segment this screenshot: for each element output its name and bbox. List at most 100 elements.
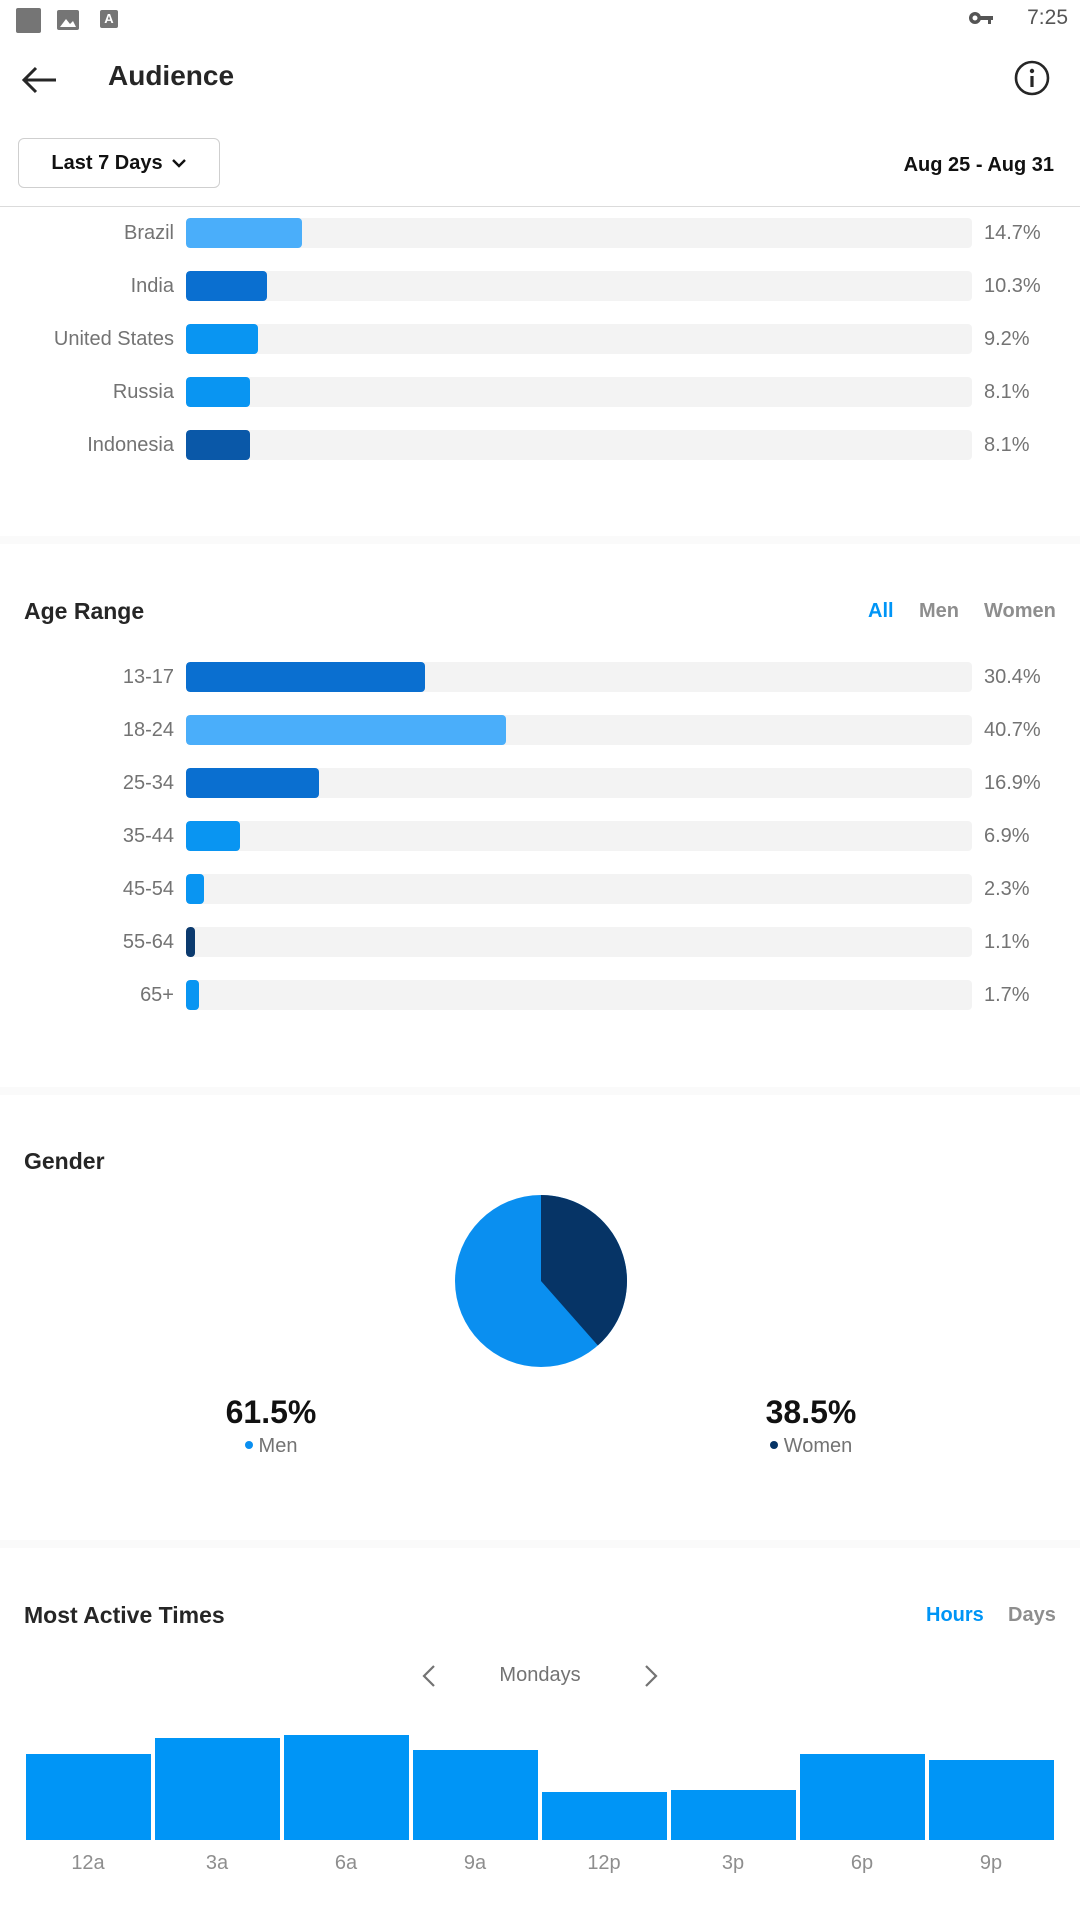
age-range-bar-track	[186, 662, 972, 692]
age-range-row: 18-24 40.7%	[0, 715, 1080, 745]
image-icon	[57, 10, 79, 30]
vpn-key-icon	[969, 12, 993, 24]
women-dot-icon	[769, 1440, 778, 1449]
age-range-bar-track	[186, 874, 972, 904]
gender-men-value: 61.5%	[225, 1394, 317, 1430]
gender-men-label: Men	[258, 1435, 298, 1457]
hour-label: 12p	[587, 1852, 621, 1874]
hour-bar	[929, 1759, 1054, 1840]
location-bar-track	[186, 430, 972, 460]
location-value: 8.1%	[984, 381, 1030, 403]
clock: 7:25	[1027, 6, 1068, 29]
age-range-row: 13-17 30.4%	[0, 662, 1080, 692]
age-range-bar-fill	[186, 662, 425, 692]
gender-women-value: 38.5%	[765, 1394, 857, 1430]
hour-bar	[542, 1791, 667, 1840]
back-arrow-icon[interactable]	[18, 60, 62, 100]
day-selector-label: Mondays	[499, 1664, 581, 1686]
location-label: United States	[53, 328, 174, 350]
active-toggle-days[interactable]: Days	[1008, 1604, 1056, 1626]
location-value: 8.1%	[984, 434, 1030, 456]
age-range-value: 6.9%	[984, 825, 1030, 847]
hour-label: 3a	[205, 1852, 229, 1874]
hour-label: 3p	[721, 1852, 745, 1874]
location-value: 10.3%	[984, 275, 1041, 297]
location-bar-track	[186, 218, 972, 248]
age-toggle-men[interactable]: Men	[919, 600, 959, 622]
age-range-label: 65+	[140, 984, 174, 1006]
hour-label: 9a	[463, 1852, 487, 1874]
info-icon[interactable]	[1012, 58, 1052, 98]
divider	[0, 206, 1080, 207]
hour-label: 12a	[71, 1852, 105, 1874]
age-range-row: 35-44 6.9%	[0, 821, 1080, 851]
gender-title: Gender	[24, 1148, 105, 1174]
age-range-bar-track	[186, 927, 972, 957]
hour-bar	[800, 1753, 925, 1840]
pie-slice-women	[541, 1195, 627, 1346]
text-app-icon: A	[100, 10, 118, 28]
page-title: Audience	[108, 60, 235, 91]
hour-label: 9p	[979, 1852, 1003, 1874]
hour-bar	[26, 1753, 151, 1840]
active-toggle-hours[interactable]: Hours	[926, 1604, 984, 1626]
age-range-label: 45-54	[122, 878, 174, 900]
age-range-row: 45-54 2.3%	[0, 874, 1080, 904]
location-bar-fill	[186, 218, 302, 248]
age-range-bar-track	[186, 980, 972, 1010]
age-range-row: 65+ 1.7%	[0, 980, 1080, 1010]
age-range-bar-track	[186, 821, 972, 851]
age-range-bar-track	[186, 768, 972, 798]
age-range-label: 18-24	[122, 719, 174, 741]
date-range-dropdown-label: Last 7 Days	[51, 151, 163, 174]
active-times-title: Most Active Times	[24, 1602, 225, 1628]
app-header: Audience	[0, 40, 1080, 120]
location-bar-track	[186, 271, 972, 301]
age-range-bar-fill	[186, 715, 506, 745]
age-range-value: 40.7%	[984, 719, 1041, 741]
chevron-right-icon[interactable]	[636, 1658, 666, 1694]
hour-label: 6a	[334, 1852, 358, 1874]
age-range-bar-fill	[186, 874, 205, 904]
age-range-label: 35-44	[122, 825, 174, 847]
location-bar-fill	[186, 377, 250, 407]
chevron-down-icon	[171, 159, 186, 168]
location-row: Brazil 14.7%	[0, 218, 1080, 248]
age-range-value: 1.1%	[984, 931, 1030, 953]
gender-pie-chart	[455, 1195, 627, 1367]
location-row: India 10.3%	[0, 271, 1080, 301]
age-toggle-all[interactable]: All	[868, 600, 894, 622]
location-row: Indonesia 8.1%	[0, 430, 1080, 460]
gender-women-label: Women	[783, 1435, 853, 1457]
age-range-bar-fill	[186, 768, 319, 798]
date-range-dropdown[interactable]: Last 7 Days	[18, 138, 220, 188]
age-range-value: 16.9%	[984, 772, 1041, 794]
location-label: India	[130, 275, 174, 297]
location-bar-fill	[186, 430, 250, 460]
gender-women-stat: 38.5% Women	[711, 1394, 911, 1458]
hour-bar	[413, 1749, 538, 1840]
gender-men-legend: Men	[171, 1435, 371, 1458]
location-label: Russia	[112, 381, 174, 403]
age-range-bar-fill	[186, 927, 195, 957]
date-range-text: Aug 25 - Aug 31	[903, 154, 1054, 176]
chevron-left-icon[interactable]	[414, 1658, 444, 1694]
location-label: Brazil	[123, 222, 174, 244]
age-toggle-women[interactable]: Women	[984, 600, 1056, 622]
age-range-title: Age Range	[24, 598, 145, 624]
age-range-value: 30.4%	[984, 666, 1041, 688]
location-label: Indonesia	[87, 434, 174, 456]
age-range-bar-track	[186, 715, 972, 745]
gender-men-stat: 61.5% Men	[171, 1394, 371, 1458]
location-bar-fill	[186, 324, 259, 354]
section-divider	[0, 1087, 1080, 1095]
age-range-value: 2.3%	[984, 878, 1030, 900]
notification-square-icon	[16, 8, 41, 33]
age-range-row: 25-34 16.9%	[0, 768, 1080, 798]
section-divider	[0, 1540, 1080, 1548]
section-divider	[0, 536, 1080, 544]
age-range-label: 55-64	[122, 931, 174, 953]
status-bar: A 7:25	[0, 0, 1080, 36]
age-range-label: 25-34	[122, 772, 174, 794]
age-range-label: 13-17	[122, 666, 174, 688]
